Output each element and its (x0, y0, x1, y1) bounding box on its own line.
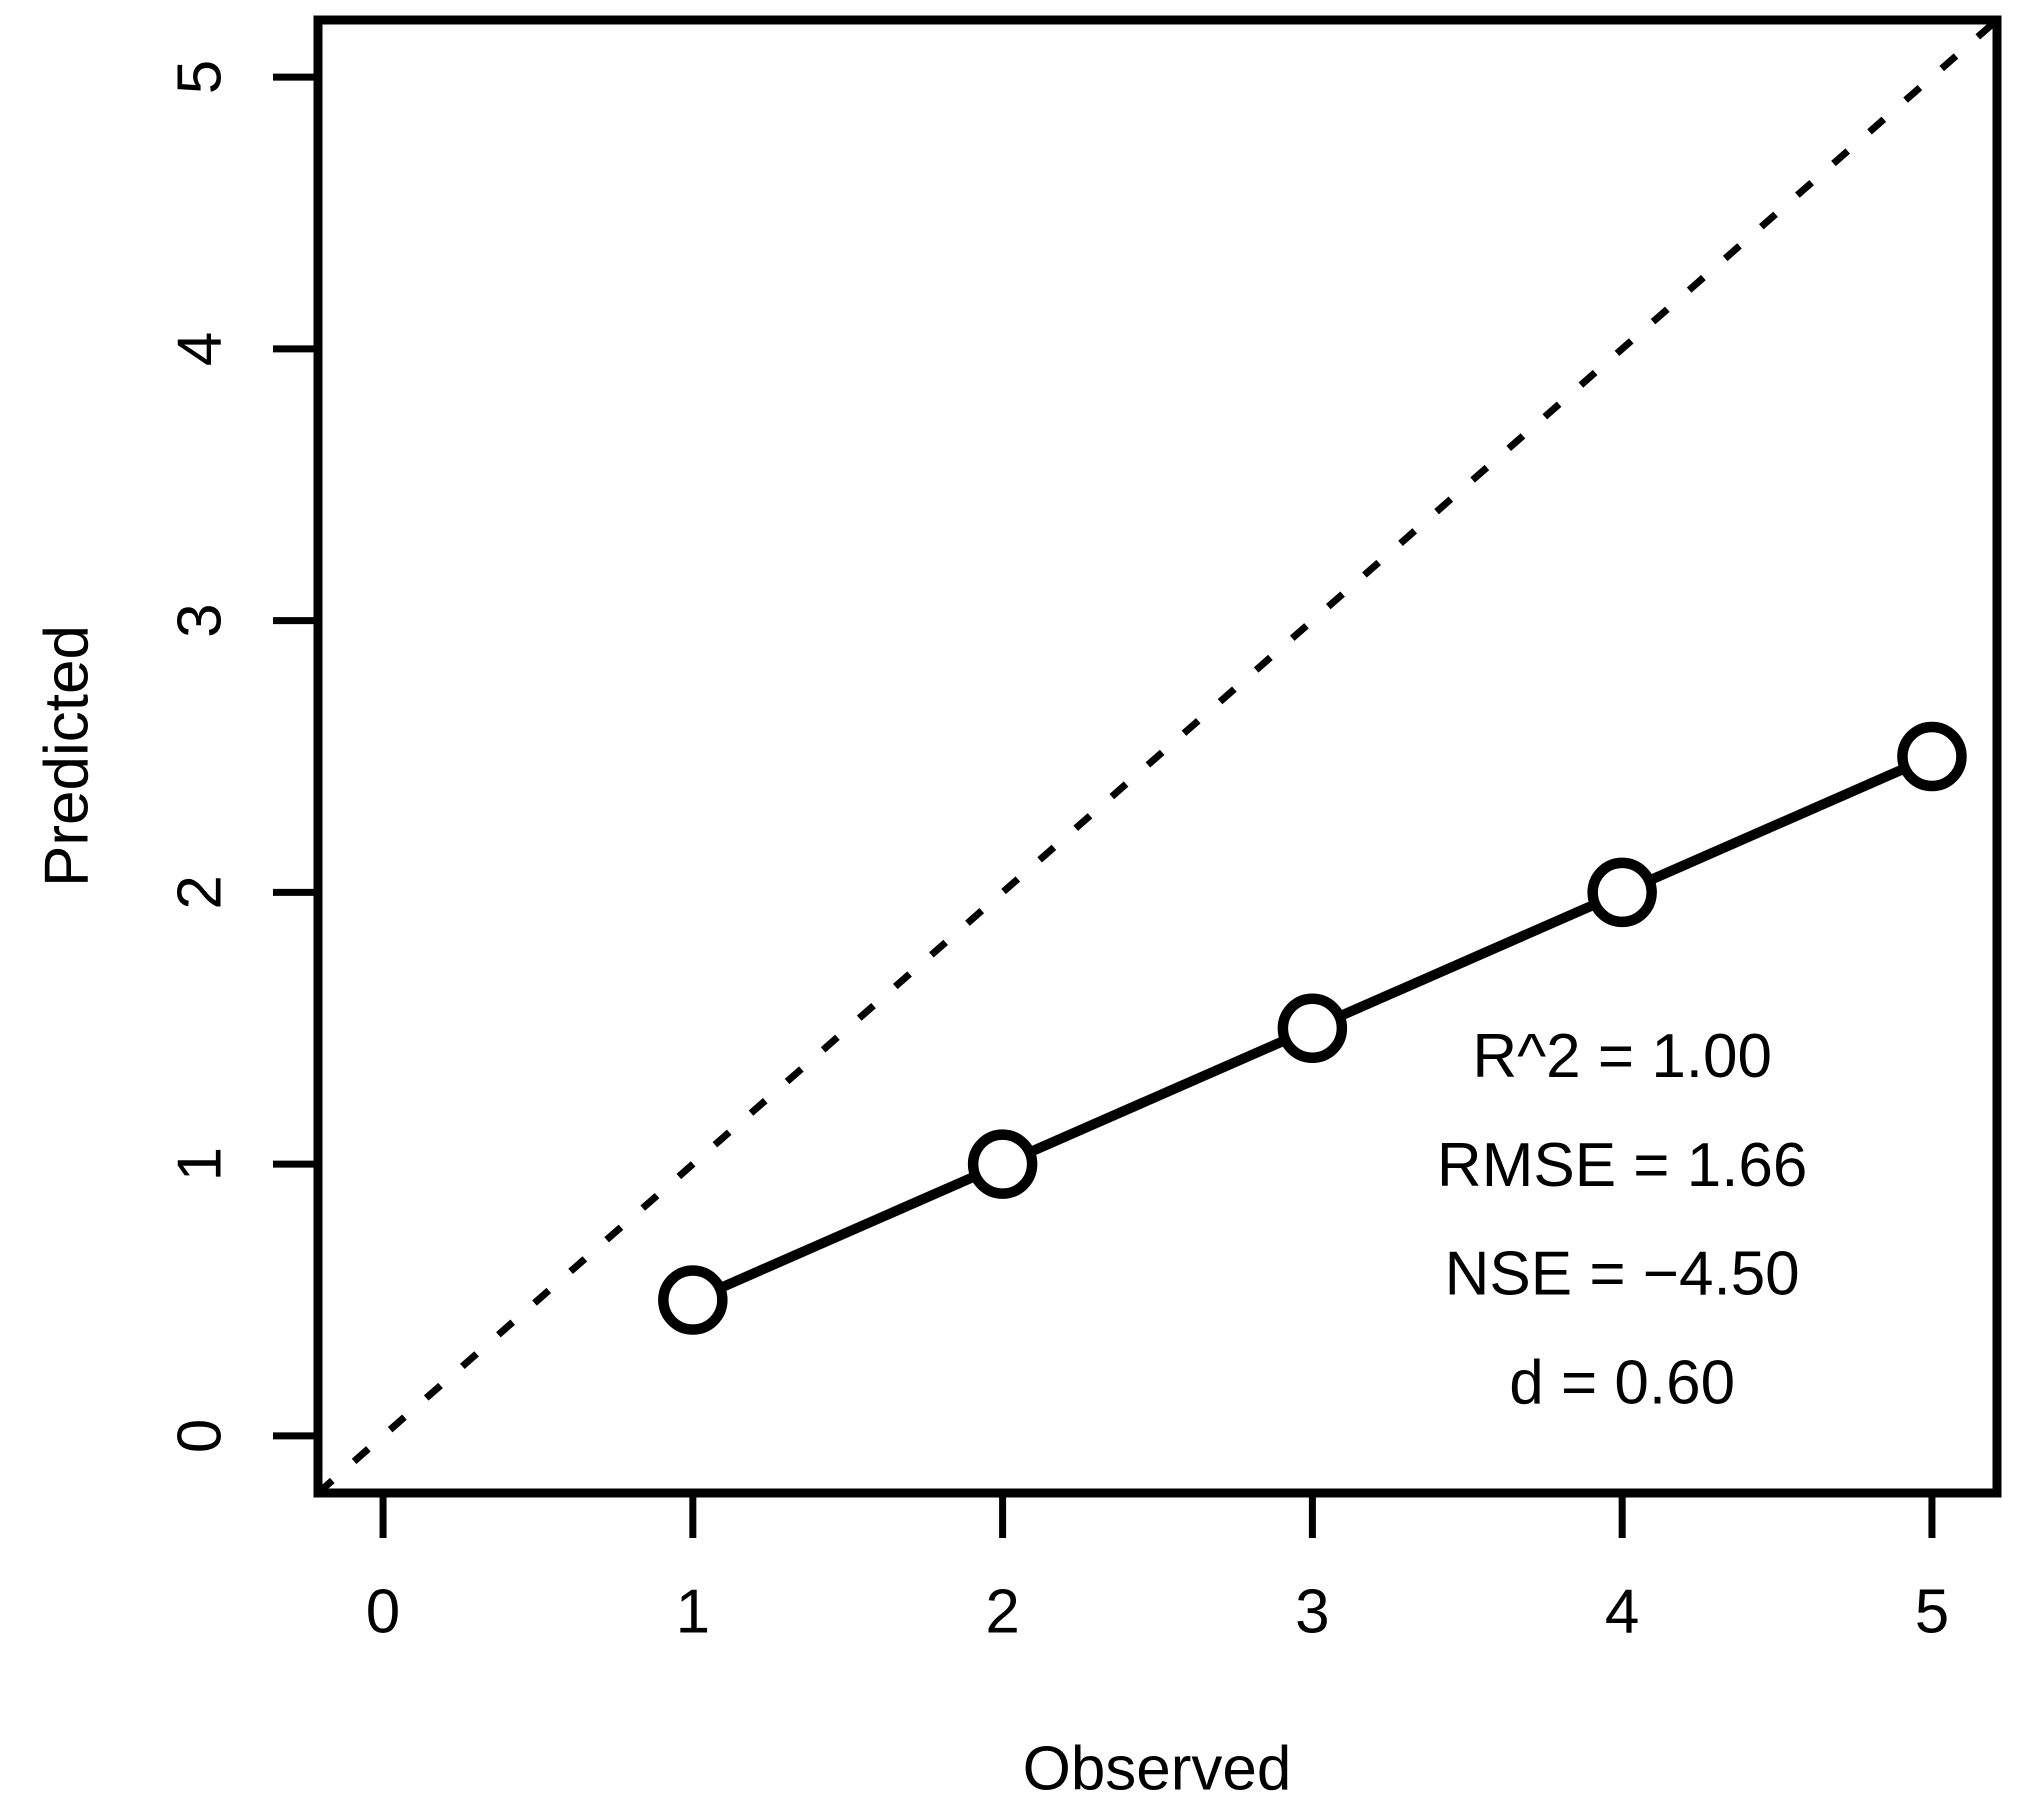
x-tick-label: 4 (1605, 1578, 1639, 1647)
x-tick-label: 0 (366, 1578, 400, 1647)
data-point-marker (1897, 721, 1967, 792)
data-point-marker (967, 1129, 1038, 1199)
y-tick-label: 0 (166, 1419, 235, 1453)
y-tick-label: 2 (166, 875, 235, 909)
stat-annotation: NSE = −4.50 (1445, 1240, 1800, 1309)
x-tick-label: 1 (676, 1578, 710, 1647)
stat-annotation: RMSE = 1.66 (1437, 1131, 1807, 1200)
x-tick-label: 5 (1915, 1578, 1949, 1647)
data-point-marker (1587, 857, 1657, 928)
data-point-marker (658, 1265, 728, 1335)
data-point-marker (1277, 993, 1348, 1064)
stat-annotation: d = 0.60 (1509, 1348, 1735, 1417)
y-tick-label: 1 (166, 1147, 235, 1181)
x-tick-label: 2 (985, 1578, 1019, 1647)
y-tick-label: 5 (166, 60, 235, 94)
y-tick-label: 3 (166, 603, 235, 637)
plot-box (313, 15, 2002, 1498)
one-to-one-dashed-line (315, 17, 2000, 1496)
stat-annotation: R^2 = 1.00 (1472, 1022, 1772, 1091)
x-tick-label: 3 (1295, 1578, 1329, 1647)
reference-line-layer (315, 17, 2000, 1496)
series-layer (658, 721, 1967, 1335)
x-axis-title: Observed (1023, 1735, 1292, 1804)
y-axis-title: Predicted (33, 625, 102, 887)
y-tick-label: 4 (166, 332, 235, 366)
annotation-layer: R^2 = 1.00 RMSE = 1.66 NSE = −4.50 d = 0.60 (1437, 1022, 1807, 1417)
axes-layer: 0 1 2 3 4 5 0 1 2 3 4 5 (166, 15, 2002, 1647)
